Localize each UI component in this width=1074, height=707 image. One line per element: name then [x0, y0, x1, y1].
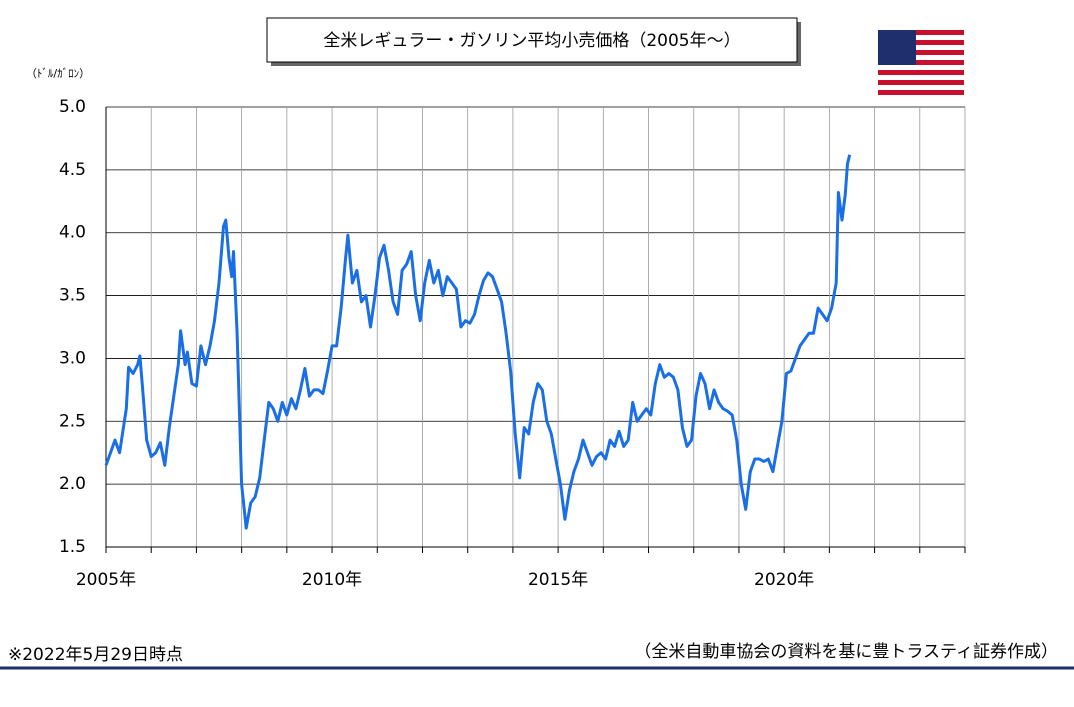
source: （全米自動車協会の資料を基に豊トラスティ証券作成） [634, 642, 1058, 662]
y-tick-label: 1.5 [59, 537, 86, 557]
y-tick-label: 3.0 [59, 348, 86, 368]
x-tick-label: 2010年 [302, 570, 362, 590]
note: ※2022年5月29日時点 [8, 645, 183, 665]
y-axis-label: （ﾄﾞﾙ/ｶﾞﾛﾝ） [26, 67, 90, 80]
y-tick-label: 3.5 [59, 286, 86, 306]
price-line [104, 154, 852, 530]
flag [878, 30, 964, 96]
y-tick-label: 5.0 [59, 97, 86, 117]
y-tick-label: 4.0 [59, 223, 86, 243]
x-tick-label: 2020年 [754, 570, 814, 590]
title-box [266, 17, 798, 63]
y-tick-label: 4.5 [59, 160, 86, 180]
y-tick-label: 2.0 [59, 474, 86, 494]
x-tick-label: 2015年 [528, 570, 588, 590]
chart-title: 全米レギュラー・ガソリン平均小売価格（2005年～） [323, 31, 740, 51]
y-tick-label: 2.5 [59, 411, 86, 431]
x-tick-label: 2005年 [76, 570, 136, 590]
plot-area [106, 107, 965, 547]
